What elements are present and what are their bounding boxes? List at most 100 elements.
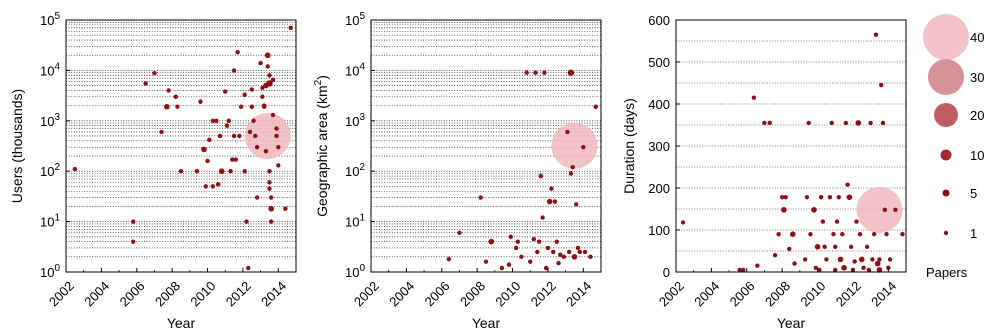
data-point bbox=[131, 239, 136, 244]
data-point bbox=[833, 244, 838, 249]
data-point bbox=[848, 244, 854, 249]
data-point bbox=[861, 265, 866, 270]
data-point bbox=[242, 92, 247, 97]
y-tick-label: 101 bbox=[345, 213, 365, 230]
y-axis-label: Geographic area (km2) bbox=[313, 75, 330, 217]
data-point bbox=[215, 182, 221, 187]
data-point bbox=[833, 267, 838, 273]
data-point bbox=[818, 195, 824, 200]
y-axis: 100 101 102 103 104 105 bbox=[40, 11, 70, 280]
data-point bbox=[549, 186, 554, 191]
data-point bbox=[214, 118, 219, 124]
data-point bbox=[254, 195, 260, 200]
data-point bbox=[205, 158, 210, 164]
x-tick-label: 2008 bbox=[762, 278, 793, 309]
data-point bbox=[247, 129, 253, 135]
data-point bbox=[792, 261, 797, 266]
data-point bbox=[235, 49, 240, 55]
data-point bbox=[274, 133, 279, 139]
data-point bbox=[581, 144, 586, 150]
data-point bbox=[837, 256, 844, 263]
x-tick-label: 2012 bbox=[223, 278, 254, 309]
grid-lines bbox=[676, 40, 906, 252]
data-point bbox=[178, 169, 184, 174]
x-tick-label: 2010 bbox=[492, 278, 523, 309]
data-point bbox=[210, 184, 216, 189]
legend-marker bbox=[940, 149, 952, 161]
x-tick-label: 2012 bbox=[528, 278, 559, 309]
data-point bbox=[244, 219, 249, 224]
data-point bbox=[231, 68, 237, 73]
y-tick-label: 103 bbox=[345, 112, 365, 129]
data-point bbox=[845, 182, 850, 187]
data-point bbox=[577, 249, 582, 255]
data-point bbox=[582, 249, 588, 255]
data-point bbox=[230, 157, 235, 162]
data-point bbox=[226, 118, 231, 124]
data-point bbox=[152, 70, 157, 76]
data-point bbox=[554, 239, 559, 244]
data-point bbox=[877, 257, 882, 262]
y-axis: 0 100 200 300 400 500 600 bbox=[648, 13, 680, 280]
y-tick-label: 300 bbox=[648, 139, 670, 154]
data-point bbox=[266, 80, 273, 87]
data-point bbox=[879, 82, 884, 88]
data-point bbox=[242, 169, 247, 174]
data-point bbox=[588, 254, 593, 260]
data-point bbox=[249, 104, 254, 109]
geographic-area-chart: 2002 2004 2006 2008 2010 2012 2014100101102103… bbox=[313, 11, 602, 331]
y-tick-label: 104 bbox=[345, 61, 365, 78]
data-point bbox=[224, 123, 230, 128]
grid-lines bbox=[66, 22, 296, 258]
data-point bbox=[72, 166, 78, 172]
data-point bbox=[499, 265, 505, 271]
data-point bbox=[515, 239, 521, 244]
data-point bbox=[217, 133, 223, 139]
data-point bbox=[887, 257, 893, 262]
y-tick-label: 105 bbox=[40, 11, 60, 28]
plot-frame bbox=[370, 19, 602, 273]
legend-marker bbox=[943, 230, 949, 236]
data-point bbox=[274, 126, 279, 131]
x-tick-label: 2010 bbox=[797, 278, 828, 309]
data-point bbox=[143, 81, 148, 86]
data-point bbox=[546, 198, 553, 205]
x-tick-label: 2006 bbox=[422, 278, 453, 309]
data-point bbox=[571, 254, 578, 260]
data-point bbox=[836, 195, 841, 200]
data-point bbox=[858, 256, 865, 263]
data-point bbox=[218, 168, 225, 174]
x-tick-label: 2010 bbox=[187, 278, 218, 309]
data-point bbox=[258, 60, 263, 66]
plot-frame bbox=[65, 19, 297, 273]
legend-label: 1 bbox=[970, 226, 977, 241]
data-point bbox=[874, 260, 881, 267]
y-tick-label: 105 bbox=[345, 11, 365, 28]
data-point bbox=[767, 120, 772, 126]
data-point bbox=[536, 239, 542, 244]
data-point bbox=[866, 267, 872, 273]
data-point bbox=[857, 232, 863, 237]
y-tick-label: 400 bbox=[648, 97, 670, 112]
x-tick-label: 2006 bbox=[727, 278, 758, 309]
data-point bbox=[513, 245, 519, 251]
data-point bbox=[772, 253, 778, 258]
data-point bbox=[198, 99, 203, 104]
data-point bbox=[811, 207, 817, 213]
data-point bbox=[457, 230, 462, 235]
data-point bbox=[551, 249, 556, 255]
data-point bbox=[264, 52, 271, 59]
data-point bbox=[164, 103, 170, 110]
data-point bbox=[267, 169, 272, 174]
y-axis: 100 101 102 103 104 105 bbox=[345, 11, 375, 280]
data-point bbox=[864, 244, 870, 249]
data-point bbox=[159, 129, 164, 135]
data-point bbox=[840, 232, 845, 237]
data-point bbox=[575, 245, 581, 251]
data-point bbox=[270, 77, 276, 83]
duration-chart: 2002 2004 2006 2008 2010 2012 2014010020030040… bbox=[621, 13, 907, 331]
data-points bbox=[680, 32, 905, 273]
data-point bbox=[827, 195, 833, 200]
data-point bbox=[822, 244, 827, 249]
